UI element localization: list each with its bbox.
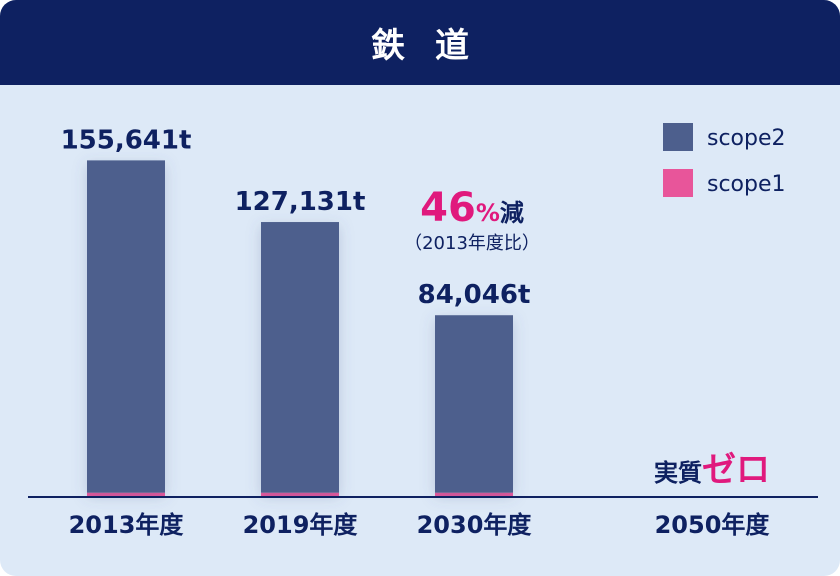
reduction-percent-sign: % (476, 199, 500, 227)
net-zero-prefix: 実質 (654, 459, 702, 487)
legend-label-scope2: scope2 (707, 126, 786, 151)
net-zero-annotation: 実質ゼロ (654, 450, 770, 490)
chart-title: 鉄道 (371, 26, 499, 66)
value-label-2013: 155,641t (61, 125, 192, 155)
net-zero-main: ゼロ (702, 450, 770, 490)
reduction-number: 46 (420, 185, 476, 231)
bar-scope2-2030 (435, 315, 513, 493)
bar-scope2-2019 (261, 222, 339, 493)
legend-swatch-scope2 (663, 123, 693, 151)
x-tick-label-2050: 2050年度 (655, 511, 771, 539)
chart-header: 鉄道 (0, 0, 840, 85)
legend: scope2 scope1 (663, 123, 786, 197)
x-tick-label-2019: 2019年度 (243, 511, 359, 539)
bar-scope2-2013 (87, 160, 165, 493)
bars-group (87, 160, 513, 497)
bar-scope1-2013 (87, 492, 165, 497)
x-tick-label-2030: 2030年度 (417, 511, 533, 539)
value-labels-group: 155,641t 127,131t 84,046t (61, 125, 531, 310)
value-label-2030: 84,046t (418, 280, 531, 310)
reduction-word: 減 (500, 199, 524, 227)
legend-label-scope1: scope1 (707, 172, 786, 197)
bar-scope1-2019 (261, 492, 339, 497)
legend-swatch-scope1 (663, 169, 693, 197)
x-tick-label-2013: 2013年度 (69, 511, 185, 539)
bar-scope1-2030 (435, 492, 513, 497)
value-label-2019: 127,131t (235, 187, 366, 217)
x-tick-labels-group: 2013年度 2019年度 2030年度 2050年度 (69, 511, 771, 539)
reduction-annotation: 46%減 (420, 185, 524, 231)
reduction-note: （2013年度比） (404, 233, 540, 254)
